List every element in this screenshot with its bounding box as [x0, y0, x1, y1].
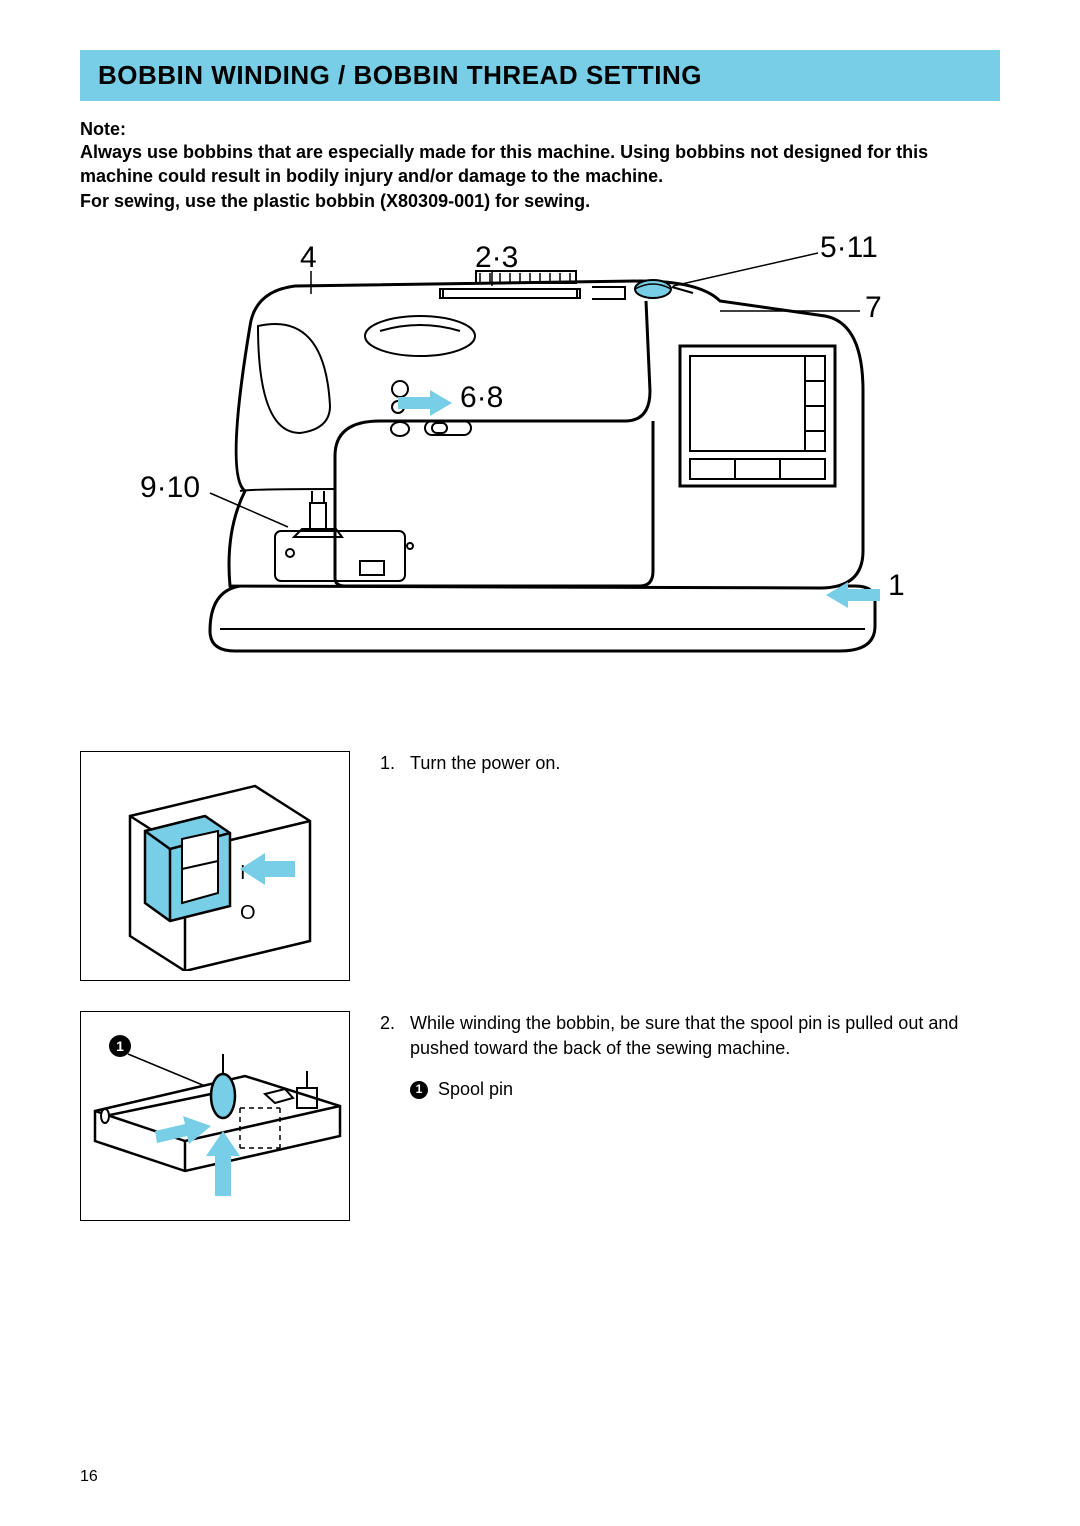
callout-5-11: 5·11 — [820, 231, 878, 265]
section-title-bar: BOBBIN WINDING / BOBBIN THREAD SETTING — [80, 50, 1000, 101]
note-label: Note: — [80, 119, 1000, 140]
step-1-num: 1. — [380, 751, 402, 776]
callout-7: 7 — [865, 291, 882, 325]
svg-text:I: I — [240, 862, 246, 884]
steps: I O 1. Turn the power on. — [80, 751, 1000, 1221]
sewing-machine-svg — [80, 231, 1000, 691]
step-2-text: 2. While winding the bobbin, be sure tha… — [380, 1011, 1000, 1103]
callout-2-3: 2·3 — [475, 241, 518, 275]
step-1-body: Turn the power on. — [410, 751, 560, 776]
note-block: Note: Always use bobbins that are especi… — [80, 119, 1000, 213]
step-1-text: 1. Turn the power on. — [380, 751, 1000, 792]
step-2-body: While winding the bobbin, be sure that t… — [410, 1011, 1000, 1061]
main-diagram: 4 2·3 5·11 7 6·8 9·10 1 — [80, 231, 1000, 711]
callout-6-8: 6·8 — [460, 381, 503, 415]
note-text: Always use bobbins that are especially m… — [80, 140, 1000, 213]
section-title: BOBBIN WINDING / BOBBIN THREAD SETTING — [98, 60, 982, 91]
callout-9-10: 9·10 — [140, 471, 200, 505]
callout-4: 4 — [300, 241, 317, 275]
step-1-figure: I O — [80, 751, 350, 981]
step-2: 1 2. While winding the bobbin, be sure t… — [80, 1011, 1000, 1221]
step-2-num: 2. — [380, 1011, 402, 1061]
step-2-figure: 1 — [80, 1011, 350, 1221]
callout-1: 1 — [888, 569, 905, 603]
legend-label-1: Spool pin — [438, 1077, 513, 1102]
legend-bullet-1: 1 — [410, 1081, 428, 1099]
step-2-legend: 1 Spool pin — [410, 1077, 1000, 1102]
page-number: 16 — [80, 1468, 98, 1486]
step-1: I O 1. Turn the power on. — [80, 751, 1000, 981]
svg-text:1: 1 — [116, 1038, 124, 1054]
svg-text:O: O — [240, 902, 256, 924]
